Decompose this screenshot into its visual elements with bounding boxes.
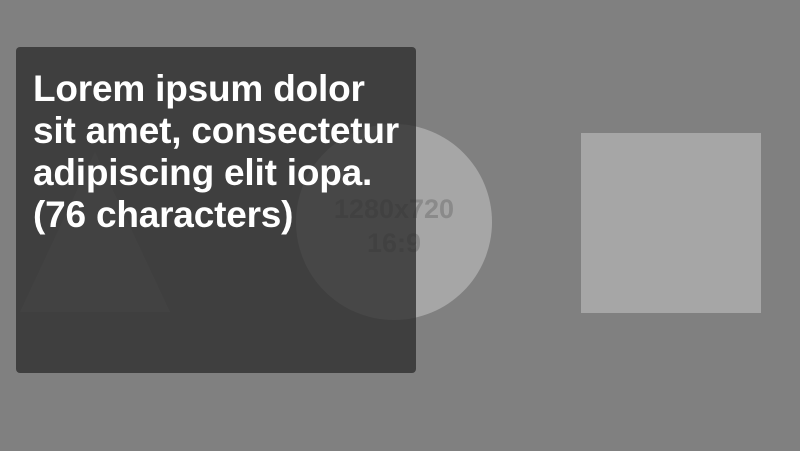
caption-text: Lorem ipsum dolor sit amet, consectetur … <box>33 68 399 235</box>
caption-overlay: Lorem ipsum dolor sit amet, consectetur … <box>16 47 416 373</box>
square-shape-icon <box>581 133 761 313</box>
